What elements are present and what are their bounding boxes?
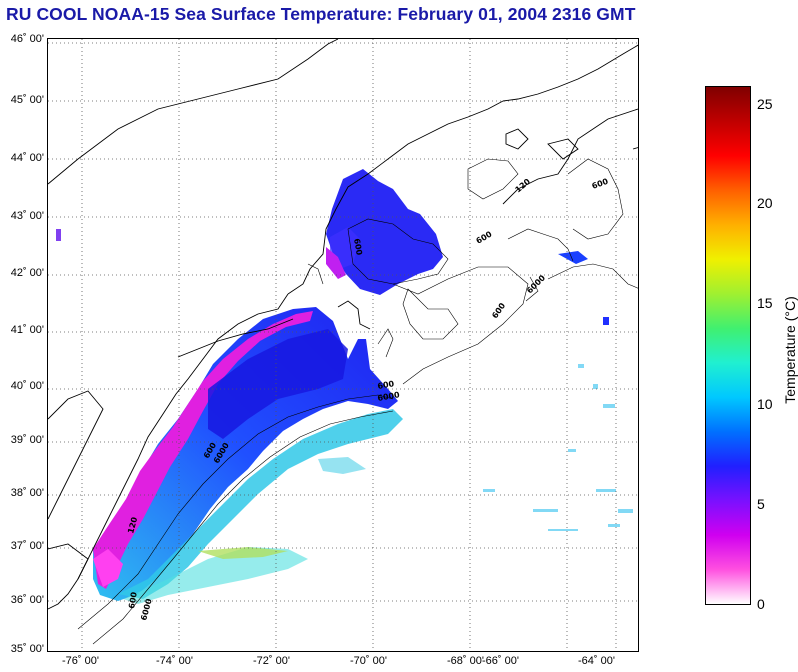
contour-label: 120	[126, 516, 139, 535]
colorbar-tick: 20	[757, 195, 773, 211]
lat-label: 40˚ 00'	[10, 380, 44, 392]
colorbar-tick: 0	[757, 596, 765, 612]
lon-label: -76˚ 00'	[62, 655, 99, 667]
color-scale-bar	[705, 86, 751, 605]
contour-label: 600	[475, 229, 494, 245]
lon-label: -74˚ 00'	[156, 655, 193, 667]
map-panel[interactable]: 600 6000 600 6000 120 600 600 600 6000 6…	[47, 38, 639, 652]
lat-label: 36˚ 00'	[10, 594, 44, 606]
contour-label: 600	[591, 177, 610, 191]
colorbar-tick: 10	[757, 396, 773, 412]
sst-gulf-of-maine	[326, 169, 443, 295]
sst-slope-water	[118, 409, 403, 599]
lon-label: -70˚ 00'	[350, 655, 387, 667]
lat-label: 35˚ 00'	[10, 643, 44, 655]
lon-label: -64˚ 00'	[578, 655, 615, 667]
colorbar-label: Temperature (°C)	[782, 296, 798, 404]
lat-label: 39˚ 00'	[10, 434, 44, 446]
lon-label: -68˚ 00'	[447, 655, 484, 667]
contour-label: 600	[352, 238, 364, 256]
graticule	[48, 39, 638, 651]
contour-label: 6000	[525, 273, 547, 295]
lon-label: -72˚ 00'	[253, 655, 290, 667]
lat-label: 45˚ 00'	[10, 94, 44, 106]
lat-label: 44˚ 00'	[10, 152, 44, 164]
contour-label: 600	[127, 591, 139, 609]
lat-label: 37˚ 00'	[10, 540, 44, 552]
map-title: RU COOL NOAA-15 Sea Surface Temperature:…	[6, 4, 636, 24]
lon-label: -66˚ 00'	[482, 655, 519, 667]
contour-label: 6000	[377, 390, 401, 403]
isobaths	[77, 158, 638, 645]
contour-label: 120	[514, 177, 533, 195]
colorbar-tick: 25	[757, 96, 773, 112]
colorbar-tick: 15	[757, 295, 773, 311]
sst-map: 600 6000 600 6000 120 600 600 600 6000 6…	[48, 39, 638, 651]
lat-label: 41˚ 00'	[10, 324, 44, 336]
lat-label: 43˚ 00'	[10, 210, 44, 222]
lat-label: 42˚ 00'	[10, 267, 44, 279]
sst-field	[56, 169, 633, 604]
coastline	[48, 39, 638, 610]
contour-label: 600	[377, 379, 395, 391]
colorbar-tick: 5	[757, 496, 765, 512]
contour-label: 600	[490, 301, 507, 320]
lat-label: 38˚ 00'	[10, 487, 44, 499]
lat-label: 46˚ 00'	[10, 33, 44, 45]
